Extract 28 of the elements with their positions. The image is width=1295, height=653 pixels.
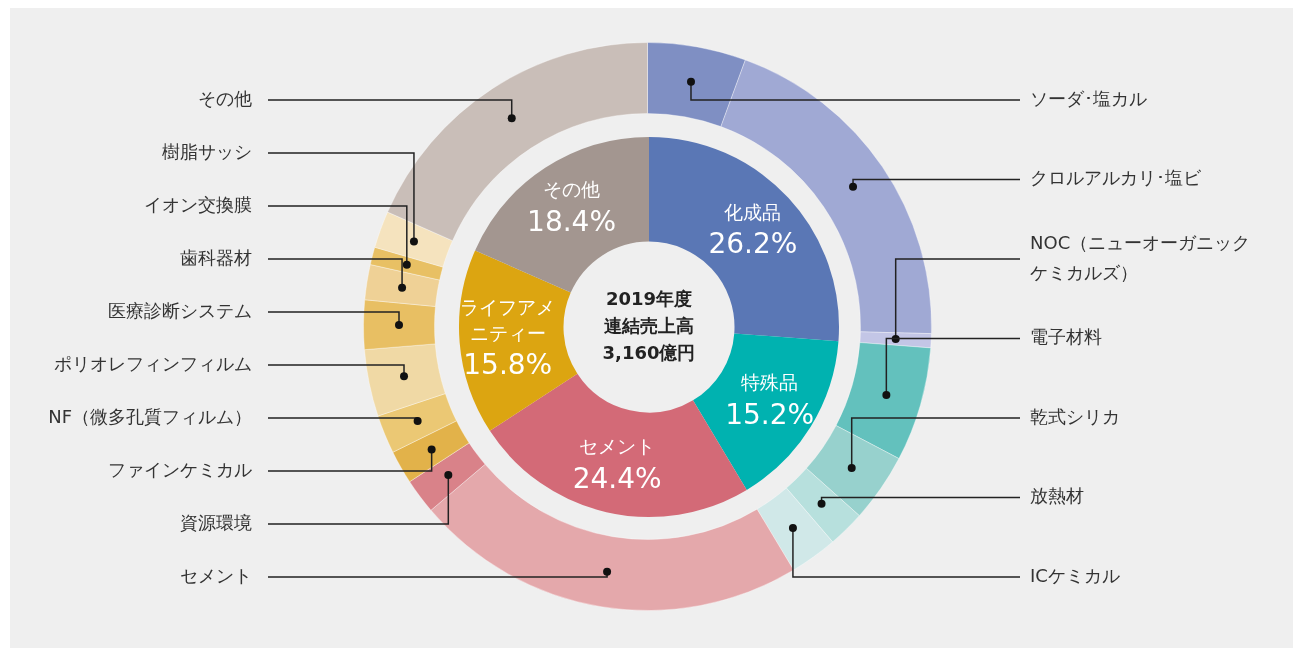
- data-label: 15.8%: [463, 347, 553, 381]
- slice-label: ライフアメニティー: [460, 295, 556, 344]
- text: 2019年度連結売上高3,160億円: [602, 287, 696, 363]
- slice-label: 樹脂サッシ: [162, 140, 252, 162]
- slice-label: その他: [543, 178, 601, 201]
- slice-label: セメント: [579, 435, 656, 458]
- slice-label: 歯科器材: [180, 246, 252, 268]
- slice-label: ファインケミカル: [108, 458, 252, 480]
- slice-label: ポリオレフィンフィルム: [54, 352, 252, 374]
- data-label: 24.4%: [572, 461, 662, 495]
- slice-label: ソーダ･塩カル: [1030, 87, 1147, 109]
- slice-label: 特殊品: [741, 371, 799, 394]
- slice-label: 乾式シリカ: [1030, 405, 1120, 427]
- slice-label: 放熱材: [1030, 485, 1084, 507]
- data-label: 26.2%: [708, 227, 798, 260]
- slice-label: ICケミカル: [1030, 564, 1120, 586]
- slice-label: セメント: [180, 564, 252, 586]
- slice-label: 電子材料: [1030, 326, 1102, 348]
- slice-label: 医療診断システム: [108, 299, 252, 321]
- slice-label: NOC（ニューオーガニックケミカルズ）: [1030, 231, 1251, 283]
- slice-label: イオン交換膜: [144, 193, 252, 215]
- slice-label: 化成品: [724, 200, 782, 223]
- slice-label: クロルアルカリ･塩ビ: [1030, 167, 1202, 189]
- slice-label: 資源環境: [180, 511, 252, 533]
- slice-label: その他: [198, 87, 252, 109]
- slice-label: NF（微多孔質フィルム）: [48, 405, 252, 427]
- data-label: 15.2%: [725, 397, 815, 431]
- data-label: 18.4%: [527, 204, 617, 238]
